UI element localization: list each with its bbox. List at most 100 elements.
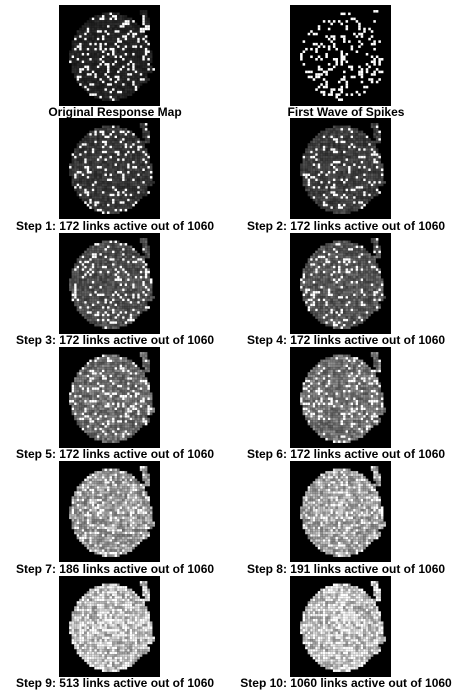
response-pixel (109, 248, 113, 251)
response-pixel (89, 372, 92, 375)
response-pixel (322, 321, 326, 324)
response-pixel (322, 291, 326, 294)
response-pixel (345, 288, 349, 292)
step-image (290, 233, 391, 334)
response-pixel (132, 88, 135, 91)
response-pixel (114, 211, 118, 214)
response-pixel (86, 301, 90, 304)
response-pixel (117, 253, 120, 256)
response-pixel (104, 55, 107, 59)
response-pixel (139, 258, 143, 261)
response-pixel (114, 354, 118, 358)
response-pixel (81, 280, 85, 284)
response-pixel (117, 168, 120, 172)
response-pixel (137, 288, 140, 292)
response-pixel (99, 258, 102, 261)
response-pixel (370, 80, 374, 84)
response-pixel (99, 250, 102, 254)
response-pixel (307, 263, 311, 266)
response-pixel (119, 176, 123, 179)
response-pixel (137, 168, 140, 172)
response-pixel (106, 65, 110, 69)
response-pixel (96, 138, 100, 141)
response-pixel (71, 173, 75, 177)
response-pixel (327, 168, 331, 172)
response-pixel (332, 188, 336, 192)
response-pixel (337, 183, 341, 187)
response-pixel (312, 301, 316, 304)
response-pixel (81, 291, 85, 294)
response-pixel (99, 362, 102, 365)
response-pixel (350, 198, 354, 202)
response-pixel (332, 163, 336, 166)
response-pixel (320, 280, 323, 284)
response-pixel (101, 364, 105, 368)
response-pixel (89, 27, 92, 31)
response-pixel (117, 138, 120, 141)
response-pixel (134, 148, 138, 151)
response-pixel (142, 308, 145, 312)
response-pixel (74, 68, 77, 71)
response-pixel (322, 260, 326, 264)
response-pixel (325, 248, 328, 251)
response-pixel (96, 73, 100, 76)
response-pixel (124, 321, 128, 324)
response-pixel (368, 268, 371, 271)
response-pixel (315, 168, 318, 172)
response-pixel (332, 283, 336, 287)
response-pixel (142, 301, 145, 304)
response-pixel (363, 263, 366, 266)
response-pixel (119, 196, 123, 199)
response-pixel (315, 273, 318, 276)
response-pixel (310, 168, 313, 172)
response-pixel (91, 253, 95, 256)
response-pixel (327, 243, 331, 246)
response-pixel (375, 253, 379, 256)
response-pixel (106, 188, 110, 192)
response-pixel (312, 313, 316, 317)
response-pixel (343, 181, 346, 184)
response-pixel (127, 135, 130, 139)
response-pixel (122, 135, 125, 139)
response-pixel (320, 133, 323, 136)
response-pixel (337, 283, 341, 287)
response-pixel (365, 313, 369, 317)
response-pixel (112, 364, 115, 368)
response-pixel (134, 22, 138, 26)
response-pixel (343, 250, 346, 254)
response-pixel (127, 88, 130, 91)
response-pixel (109, 65, 113, 69)
response-pixel (101, 306, 105, 309)
response-pixel (124, 296, 128, 299)
response-pixel (119, 186, 123, 189)
response-pixel (312, 296, 316, 299)
response-pixel (124, 181, 128, 184)
response-pixel (104, 311, 107, 314)
response-pixel (139, 288, 143, 292)
response-pixel (91, 196, 95, 199)
response-pixel (378, 138, 381, 141)
response-pixel (355, 196, 359, 199)
response-pixel (86, 60, 90, 64)
response-pixel (114, 206, 118, 209)
response-pixel (81, 78, 85, 81)
response-pixel (373, 258, 376, 261)
response-pixel (332, 191, 336, 194)
response-pixel (375, 55, 379, 59)
response-pixel (129, 40, 133, 43)
response-pixel (370, 153, 374, 156)
response-pixel (337, 288, 341, 292)
response-pixel (348, 125, 351, 129)
response-pixel (129, 160, 133, 164)
response-pixel (89, 171, 92, 174)
response-pixel (322, 296, 326, 299)
response-pixel (134, 73, 138, 76)
response-pixel (312, 306, 316, 309)
response-pixel (79, 273, 82, 276)
response-pixel (345, 181, 349, 184)
response-pixel (147, 20, 150, 23)
response-pixel (117, 313, 120, 317)
response-pixel (86, 40, 90, 43)
response-pixel (101, 323, 105, 327)
panel-caption: Step 4: 172 links active out of 1060 (246, 333, 446, 347)
